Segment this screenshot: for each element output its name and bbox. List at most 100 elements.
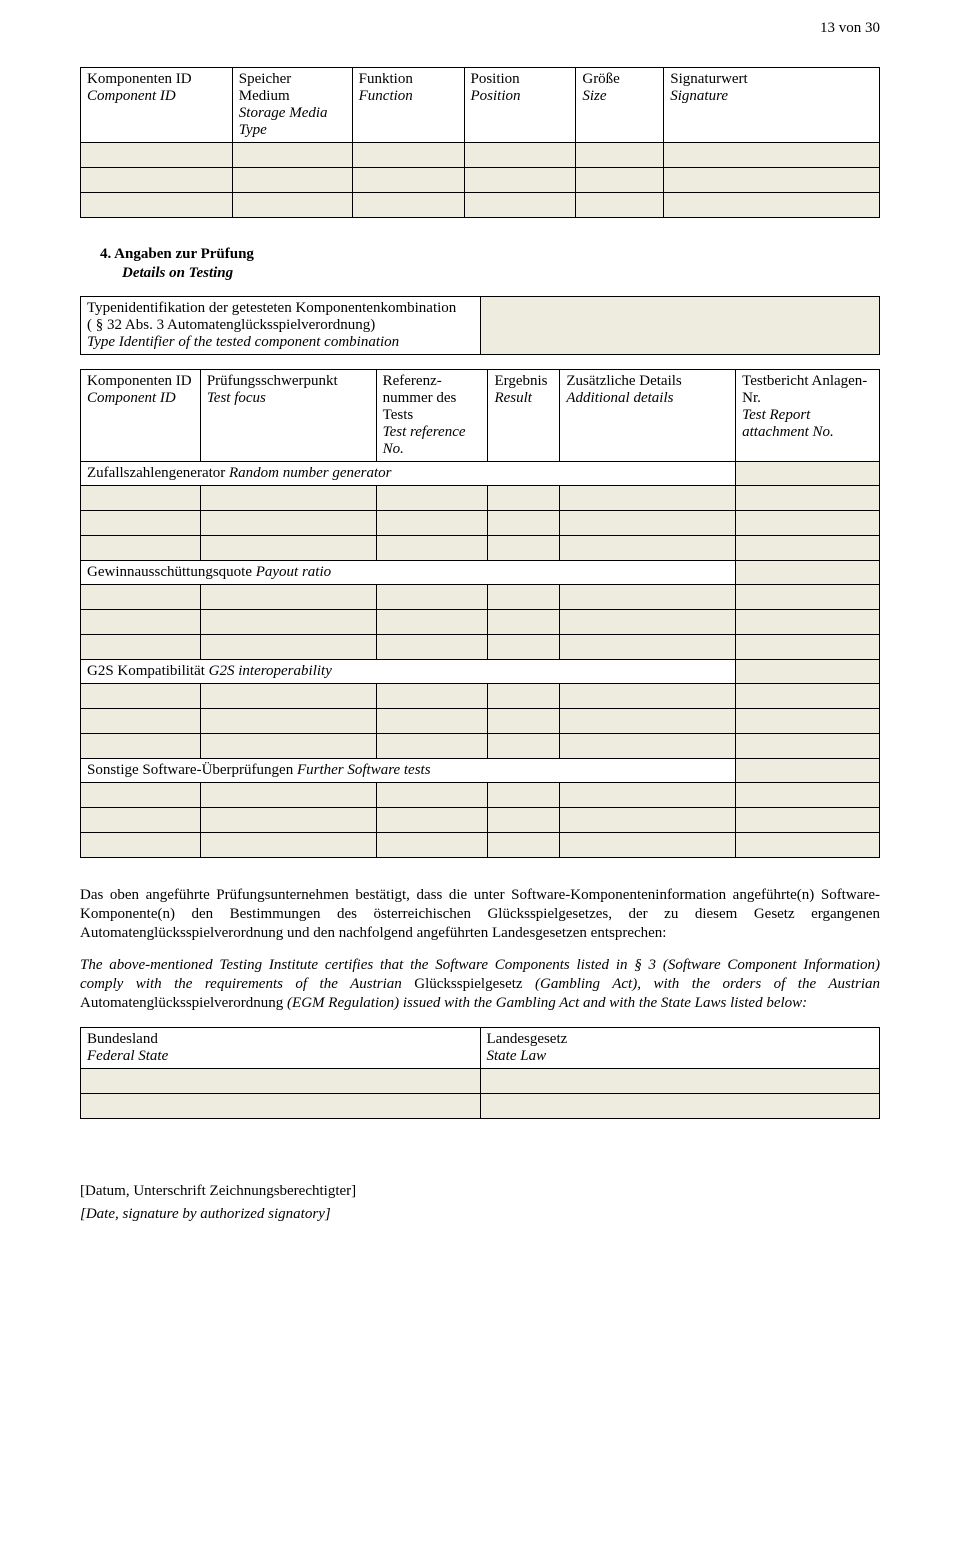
col-landesgesetz: Landesgesetz State Law [480,1027,880,1068]
header-de: Speicher Medium [239,71,291,104]
header-de: Testbericht Anlagen-Nr. [742,373,867,406]
table-row [81,585,880,610]
type-identifier-label: Typenidentifikation der getesteten Kompo… [81,297,481,355]
table-row [81,486,880,511]
payout-value [736,561,880,585]
header-en: Test refer­ence No. [383,424,466,457]
section-row-g2s: G2S Kompatibilität G2S interoperability [81,660,880,684]
other-value [736,759,880,783]
table-row [81,1093,880,1118]
header-de: Referenz­nummer des Tests [383,373,457,423]
header-en: Function [359,88,413,104]
col-signaturwert: Signaturwert Signature [664,68,880,143]
header-en: Position [471,88,521,104]
section-row-rng: Zufallszahlengenerator Random number gen… [81,462,880,486]
page: 13 von 30 Komponenten ID Component ID Sp… [40,0,920,1263]
table-row [81,635,880,660]
g2s-label: G2S Kompatibilität G2S interoperability [81,660,736,684]
rng-value [736,462,880,486]
label-en: G2S interoperability [209,663,332,679]
section-4-heading: 4. Angaben zur Prüfung Details on Testin… [80,246,880,282]
table-row [81,808,880,833]
header-de: Landesgesetz [487,1031,568,1047]
table-row [81,168,880,193]
table-row: Typenidentifikation der getesteten Kompo… [81,297,880,355]
en-upright1: Glücksspielgesetz [414,976,535,992]
test-details-table: Komponenten ID Component ID Prüfungsschw… [80,369,880,858]
table-row [81,511,880,536]
header-en: Storage Media Type [239,105,328,138]
section-row-payout: Gewinnausschüttungsquote Payout ratio [81,561,880,585]
table-row [81,734,880,759]
label-line3: Type Identifier of the tested component … [87,334,399,350]
col-funktion: Funktion Function [352,68,464,143]
header-de: Komponenten ID [87,373,192,389]
other-label: Sonstige Software-Überprüfungen Further … [81,759,736,783]
col-result: Ergeb­nis Result [488,370,560,462]
col-komponenten-id: Komponenten ID Component ID [81,68,233,143]
page-number: 13 von 30 [80,20,880,37]
label-de: G2S Kompatibilität [87,663,209,679]
header-en: Test focus [207,390,266,406]
header-en: Size [582,88,606,104]
label-en: Further Software tests [297,762,431,778]
table-header-row: Bundesland Federal State Landesgesetz St… [81,1027,880,1068]
header-de: Prüfungsschwerpunkt [207,373,338,389]
col-test-focus: Prüfungsschwerpunkt Test focus [200,370,376,462]
header-en: Component ID [87,88,176,104]
header-en: Component ID [87,390,176,406]
col-test-ref: Referenz­nummer des Tests Test refer­enc… [376,370,488,462]
g2s-value [736,660,880,684]
header-en: Additional details [566,390,673,406]
header-de: Funktion [359,71,413,87]
certification-paragraph-de: Das oben angeführte Prüfungsunternehmen … [80,886,880,942]
rng-label: Zufallszahlengenerator Random number gen… [81,462,736,486]
en-part2: (Gambling Act), with the orders of the A… [535,976,880,992]
table-row [81,833,880,858]
header-en: Test Report attachment No. [742,407,834,440]
header-en: Signature [670,88,728,104]
table-row [81,783,880,808]
section-title-en: Details on Testing [122,265,880,282]
col-speicher-medium: Speicher Medium Storage Media Type [232,68,352,143]
label-line2: ( § 32 Abs. 3 Automatenglücksspielverord… [87,317,375,333]
payout-label: Gewinnausschüttungsquote Payout ratio [81,561,736,585]
col-bundesland: Bundesland Federal State [81,1027,481,1068]
col-groesse: Größe Size [576,68,664,143]
label-line1: Typenidentifikation der getesteten Kompo… [87,300,456,316]
label-de: Sonstige Software-Überprüfungen [87,762,297,778]
label-de: Zufallszahlengenerator [87,465,229,481]
type-identifier-value [480,297,880,355]
table-row [81,193,880,218]
state-laws-table: Bundesland Federal State Landesgesetz St… [80,1027,880,1119]
en-part3: (EGM Regulation) issued with the Gamblin… [287,995,807,1011]
col-komponenten-id: Komponenten ID Component ID [81,370,201,462]
en-upright2: Automatenglücksspielverordnung [80,995,287,1011]
section-row-other: Sonstige Software-Überprüfungen Further … [81,759,880,783]
table-header-row: Komponenten ID Component ID Speicher Med… [81,68,880,143]
header-de: Ergeb­nis [494,373,547,389]
header-en: State Law [487,1048,547,1064]
header-de: Signaturwert [670,71,747,87]
label-en: Random number generator [229,465,391,481]
col-test-report: Testbericht Anlagen-Nr. Test Report atta… [736,370,880,462]
header-de: Position [471,71,520,87]
section-title-de: 4. Angaben zur Prüfung [100,246,880,263]
header-en: Result [494,390,532,406]
table-header-row: Komponenten ID Component ID Prüfungsschw… [81,370,880,462]
certification-paragraph-en: The above-mentioned Testing Institute ce… [80,956,880,1012]
components-table: Komponenten ID Component ID Speicher Med… [80,67,880,218]
header-de: Bundesland [87,1031,158,1047]
label-en: Payout ratio [256,564,331,580]
table-row [81,1068,880,1093]
header-de: Komponenten ID [87,71,192,87]
signature-line-en: [Date, signature by authorized signatory… [80,1206,880,1223]
label-de: Gewinnausschüttungsquote [87,564,256,580]
header-de: Größe [582,71,620,87]
header-de: Zusätzliche Details [566,373,681,389]
table-row [81,143,880,168]
header-en: Federal State [87,1048,168,1064]
table-row [81,684,880,709]
type-identifier-table: Typenidentifikation der getesteten Kompo… [80,296,880,355]
signature-line-de: [Datum, Unterschrift Zeichnungsberechtig… [80,1183,880,1200]
